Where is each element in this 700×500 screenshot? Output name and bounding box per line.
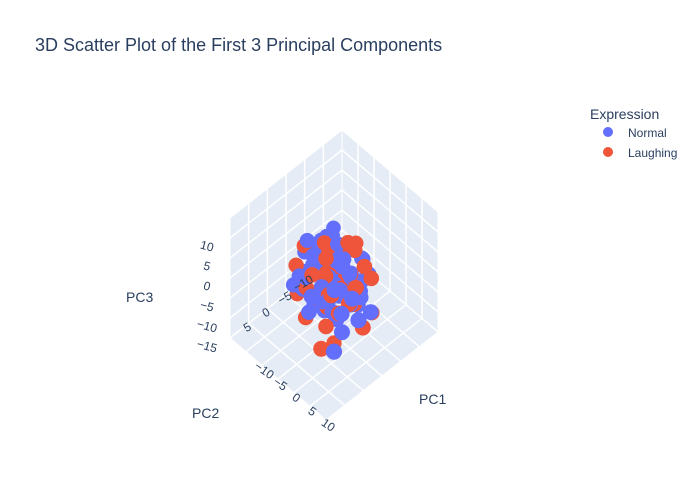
grid-line (229, 149, 343, 239)
data-point-laughing[interactable] (356, 258, 373, 275)
data-point-normal[interactable] (301, 304, 317, 321)
z-tick-label: −10 (195, 317, 219, 336)
data-points (285, 220, 380, 360)
legend-label-normal: Normal (628, 126, 667, 140)
legend-title: Expression (590, 106, 659, 122)
z-tick-label: 10 (199, 238, 216, 255)
data-point-normal[interactable] (333, 324, 351, 341)
legend-marker-normal (603, 127, 613, 137)
grid-line (341, 169, 439, 253)
z-tick-label: −5 (199, 298, 216, 315)
data-point-normal[interactable] (325, 343, 343, 360)
data-point-laughing[interactable] (316, 235, 333, 251)
grid-line (229, 169, 343, 259)
legend-item-normal[interactable]: Normal (603, 126, 667, 140)
grid-line (341, 189, 439, 273)
z-tick-label: 0 (202, 279, 212, 294)
data-point-normal[interactable] (334, 258, 351, 275)
data-point-laughing[interactable] (363, 270, 380, 287)
chart-title: 3D Scatter Plot of the First 3 Principal… (35, 35, 442, 55)
grid-line (341, 149, 439, 233)
grid-line (229, 189, 343, 279)
legend: Expression Normal Laughing (590, 106, 677, 160)
grid-line (248, 322, 346, 406)
z-axis-title: PC3 (126, 289, 153, 305)
data-point-normal[interactable] (303, 288, 320, 305)
data-point-laughing[interactable] (340, 234, 356, 251)
y-tick-label: −5 (275, 288, 294, 307)
grid-line (341, 209, 439, 293)
data-point-normal[interactable] (299, 232, 315, 249)
legend-marker-laughing (603, 147, 613, 157)
y-axis-title: PC2 (192, 405, 219, 421)
z-tick-label: 5 (202, 259, 212, 274)
data-point-laughing[interactable] (318, 250, 334, 267)
z-tick-label: −15 (195, 337, 219, 356)
data-point-normal[interactable] (344, 290, 361, 307)
legend-label-laughing: Laughing (628, 146, 677, 160)
x-tick-label: 10 (319, 415, 338, 434)
data-point-laughing[interactable] (318, 318, 334, 335)
data-point-normal[interactable] (362, 304, 379, 321)
x-axis-title: PC1 (419, 391, 446, 407)
data-point-normal[interactable] (333, 305, 350, 323)
data-point-normal[interactable] (350, 312, 367, 329)
grid-line (229, 209, 343, 299)
legend-item-laughing[interactable]: Laughing (603, 146, 677, 160)
data-point-normal[interactable] (326, 281, 343, 299)
